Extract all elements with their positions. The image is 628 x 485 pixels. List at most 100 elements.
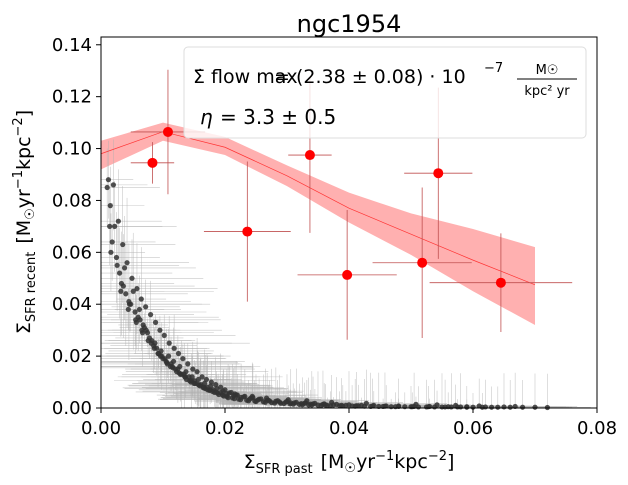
scatter-point — [349, 403, 355, 409]
scatter-point — [140, 322, 146, 328]
scatter-point — [298, 400, 304, 407]
scatter-point — [218, 389, 224, 396]
scatter-point — [166, 340, 172, 346]
scatter-point — [120, 283, 126, 289]
model-line — [100, 131, 536, 286]
y-tick-label: 0.02 — [52, 346, 92, 367]
scatter-point — [304, 398, 310, 404]
legend-flow-units-den: kpc² yr — [524, 84, 570, 99]
scatter-point — [107, 203, 113, 209]
scatter-point — [104, 184, 110, 191]
legend-flow-exponent: −7 — [484, 61, 503, 76]
scatter-point — [175, 350, 182, 357]
y-tick-label: 0.06 — [52, 242, 92, 263]
scatter-point — [124, 260, 130, 266]
binned-point — [147, 157, 158, 168]
scatter-point — [185, 361, 191, 367]
plot-axes: 0.00 0.02 0.04 0.06 0.08 0.00 0.02 0.04 0.06 0.08… — [52, 35, 617, 439]
scatter-point — [145, 337, 151, 344]
scatter-point — [162, 356, 168, 362]
binned-point — [162, 126, 173, 137]
legend-eta-value: = 3.3 ± 0.5 — [220, 105, 336, 129]
scatter-point — [453, 402, 459, 409]
scatter-point — [171, 345, 177, 351]
chart-title: ngc1954 — [297, 10, 402, 38]
scatter-point — [126, 301, 133, 307]
scatter-point — [263, 395, 270, 401]
scatter-point — [112, 223, 118, 229]
scatter-point — [134, 286, 140, 292]
scatter-point — [133, 317, 139, 323]
binned-point — [495, 277, 506, 288]
legend-flow-units-num: M☉ — [536, 63, 559, 78]
scatter-point — [199, 374, 205, 380]
scatter-point — [132, 309, 138, 315]
scatter-point — [213, 389, 219, 395]
x-tick-label: 0.04 — [329, 418, 369, 439]
model-curve — [100, 131, 536, 286]
binned-point — [342, 269, 353, 280]
scatter-point — [113, 254, 120, 261]
x-axis-subscript: SFR past — [256, 462, 313, 477]
scatter-point — [329, 399, 335, 405]
scatter-point — [232, 391, 238, 397]
y-tick-label: 0.14 — [52, 35, 92, 56]
scatter-points — [104, 177, 551, 411]
scatter-point — [125, 306, 131, 313]
scatter-point — [139, 327, 145, 333]
scatter-point — [495, 404, 501, 410]
scatter-point — [136, 306, 143, 313]
legend-frame — [183, 46, 587, 139]
scatter-point — [363, 400, 369, 406]
scatter-point — [507, 404, 513, 410]
scatter-point — [544, 404, 551, 411]
scatter-point — [168, 361, 174, 367]
scatter-point — [238, 394, 244, 400]
scatter-point — [129, 275, 135, 281]
legend-eta-label: η — [200, 105, 213, 129]
scatter-point — [190, 366, 196, 372]
scatter-point — [249, 393, 255, 399]
y-tick-label: 0.00 — [52, 398, 92, 419]
scatter-point — [322, 402, 329, 408]
scatter-point — [353, 403, 360, 409]
binned-point — [304, 150, 315, 161]
scatter-point — [402, 404, 408, 410]
scatter-point — [276, 399, 283, 405]
model-band — [101, 122, 535, 325]
scatter-point — [470, 404, 476, 410]
scatter-point — [195, 381, 201, 387]
x-tick-label: 0.08 — [577, 418, 617, 439]
y-tick-label: 0.04 — [52, 294, 92, 315]
scatter-point — [194, 369, 200, 375]
scatter-point — [458, 404, 464, 410]
y-tick-label: 0.12 — [52, 87, 92, 108]
y-axis-symbol: Σ — [13, 322, 35, 334]
x-tick-label: 0.06 — [453, 418, 493, 439]
scatter-point — [207, 387, 213, 393]
scatter-point — [151, 345, 157, 351]
scatter-point — [123, 291, 129, 297]
scatter-point — [520, 404, 526, 410]
scatter-point — [157, 353, 164, 359]
scatter-point — [425, 404, 431, 410]
y-tick-label: 0.08 — [52, 190, 92, 211]
scatter-point — [108, 249, 114, 255]
scatter-point — [307, 401, 314, 407]
binned-point — [417, 257, 428, 268]
scatter-point — [117, 270, 123, 276]
scatter-point — [315, 402, 321, 408]
scatter-point — [115, 218, 121, 224]
binned-points — [130, 69, 573, 340]
scatter-point — [489, 404, 495, 410]
x-tick-label: 0.02 — [205, 418, 245, 439]
scatter-point — [201, 384, 207, 390]
x-axis-symbol: Σ — [244, 451, 256, 473]
scatter-point — [388, 404, 394, 410]
scatter-point — [118, 288, 124, 294]
legend-flow-value: = (2.38 ± 0.08) · 10 — [274, 66, 466, 88]
scatter-point — [291, 400, 298, 406]
legend: Σ̇ flow max = (2.38 ± 0.08) · 10 −7 M☉ k… — [183, 46, 587, 139]
scatter-point — [157, 327, 163, 333]
